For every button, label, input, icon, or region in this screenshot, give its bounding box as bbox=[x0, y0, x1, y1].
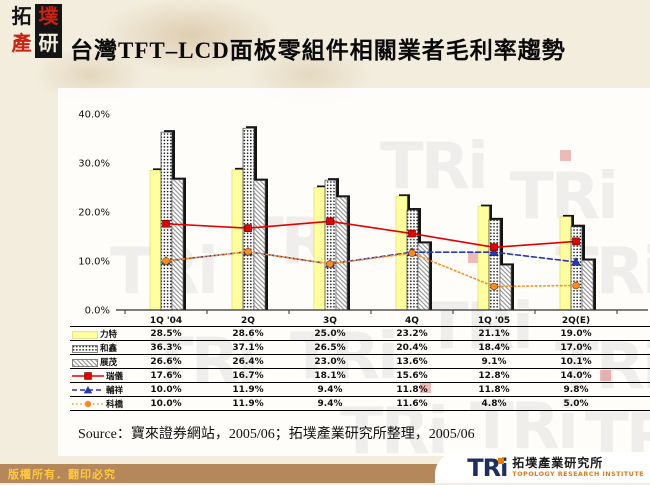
tri-logo-mark: TRi bbox=[467, 456, 508, 480]
table-row: 瑞儀 17.6% 16.7% 18.1% 15.6% 12.8% 14.0% bbox=[70, 368, 650, 382]
svg-text:10.0%: 10.0% bbox=[78, 257, 110, 268]
value-cell: 18.1% bbox=[314, 370, 346, 381]
table-row: 輔祥 10.0% 11.9% 9.4% 11.8% 11.8% 9.8% bbox=[70, 382, 650, 396]
value-cell: 10.1% bbox=[560, 356, 592, 367]
value-cell: 26.4% bbox=[232, 356, 264, 367]
value-cell: 28.5% bbox=[150, 328, 182, 339]
page-title: 台灣TFT–LCD面板零組件相關業者毛利率趨勢 bbox=[70, 38, 566, 63]
svg-text:2Q(E): 2Q(E) bbox=[562, 316, 590, 326]
value-cell: 4.8% bbox=[481, 398, 507, 409]
value-cell: 19.0% bbox=[560, 328, 592, 339]
svg-text:30.0%: 30.0% bbox=[78, 159, 110, 170]
copyright-notice: 版權所有．翻印必究 bbox=[8, 469, 116, 481]
series-name: 和鑫 bbox=[100, 342, 118, 353]
value-cell: 10.0% bbox=[150, 398, 182, 409]
seal-tile: 墣 bbox=[35, 4, 62, 31]
svg-text:40.0%: 40.0% bbox=[78, 110, 110, 121]
value-cell: 9.1% bbox=[481, 356, 507, 367]
legend-swatch-icon bbox=[72, 338, 98, 357]
svg-text:1Q '05: 1Q '05 bbox=[478, 316, 510, 326]
series-name: 展茂 bbox=[100, 356, 118, 367]
value-cell: 14.0% bbox=[560, 370, 592, 381]
series-name: 力特 bbox=[100, 328, 118, 339]
tri-logo: TRi 拓墣產業研究所 TOPOLOGY RESEARCH INSTITUTE bbox=[435, 452, 650, 483]
legend-cell: 瑞儀 bbox=[70, 366, 125, 385]
table-row: 展茂 26.6% 26.4% 23.0% 13.6% 9.1% 10.1% bbox=[70, 354, 650, 368]
source-note: Source：寶來證券網站，2005/06；拓墣產業研究所整理，2005/06 bbox=[78, 427, 475, 442]
value-cell: 23.2% bbox=[396, 328, 428, 339]
legend-cell: 和鑫 bbox=[70, 338, 125, 357]
svg-text:2Q: 2Q bbox=[241, 316, 255, 326]
value-cell: 11.9% bbox=[232, 384, 264, 395]
value-cell: 36.3% bbox=[150, 342, 182, 353]
series-name: 輔祥 bbox=[106, 384, 124, 395]
value-cell: 25.0% bbox=[314, 328, 346, 339]
tri-logo-english: TOPOLOGY RESEARCH INSTITUTE bbox=[512, 470, 644, 478]
svg-text:1Q '04: 1Q '04 bbox=[150, 316, 182, 326]
table-row: 和鑫 36.3% 37.1% 26.5% 20.4% 18.4% 17.0% bbox=[70, 340, 650, 354]
svg-text:0.0%: 0.0% bbox=[85, 306, 110, 317]
value-cell: 26.5% bbox=[314, 342, 346, 353]
value-cell: 10.0% bbox=[150, 384, 182, 395]
value-cell: 11.8% bbox=[478, 384, 510, 395]
svg-text:20.0%: 20.0% bbox=[78, 208, 110, 219]
value-cell: 13.6% bbox=[396, 356, 428, 367]
value-cell: 16.7% bbox=[232, 370, 264, 381]
value-cell: 17.0% bbox=[560, 342, 592, 353]
value-cell: 11.9% bbox=[232, 398, 264, 409]
value-cell: 9.4% bbox=[317, 398, 343, 409]
value-cell: 18.4% bbox=[478, 342, 510, 353]
tri-logo-dot-icon bbox=[498, 457, 505, 464]
value-cell: 15.6% bbox=[396, 370, 428, 381]
legend-swatch-icon bbox=[72, 380, 104, 399]
topology-seal-logo: 拓 墣 產 研 bbox=[8, 4, 62, 58]
tri-logo-chinese: 拓墣產業研究所 bbox=[512, 456, 604, 470]
legend-cell: 展茂 bbox=[70, 352, 125, 371]
series-name: 科橋 bbox=[106, 398, 124, 409]
value-cell: 9.8% bbox=[563, 384, 589, 395]
value-cell: 11.6% bbox=[396, 398, 428, 409]
legend-cell: 力特 bbox=[70, 324, 125, 343]
seal-tile: 拓 bbox=[11, 6, 32, 28]
value-cell: 17.6% bbox=[150, 370, 182, 381]
value-cell: 28.6% bbox=[232, 328, 264, 339]
value-cell: 5.0% bbox=[563, 398, 589, 409]
value-cell: 26.6% bbox=[150, 356, 182, 367]
value-cell: 23.0% bbox=[314, 356, 346, 367]
series-name: 瑞儀 bbox=[106, 370, 124, 381]
value-cell: 12.8% bbox=[478, 370, 510, 381]
legend-swatch-icon bbox=[72, 394, 104, 413]
seal-tile: 產 bbox=[11, 33, 32, 55]
legend-swatch-icon bbox=[72, 366, 104, 385]
value-cell: 20.4% bbox=[396, 342, 428, 353]
svg-text:4Q: 4Q bbox=[405, 316, 419, 326]
legend-swatch-icon bbox=[72, 352, 98, 371]
legend-cell: 科橋 bbox=[70, 394, 125, 413]
data-table: 力特 28.5% 28.6% 25.0% 23.2% 21.1% 19.0% 和鑫 36.3% 3… bbox=[70, 326, 650, 411]
seal-tile: 研 bbox=[35, 31, 62, 58]
table-row: 力特 28.5% 28.6% 25.0% 23.2% 21.1% 19.0% bbox=[70, 326, 650, 340]
value-cell: 21.1% bbox=[478, 328, 510, 339]
legend-cell: 輔祥 bbox=[70, 380, 125, 399]
margin-trend-chart: 40.0% 30.0% 20.0% 10.0% 0.0% 1Q '04 2Q 3Q 4Q 1Q '… bbox=[70, 94, 650, 326]
value-cell: 11.8% bbox=[396, 384, 428, 395]
value-cell: 37.1% bbox=[232, 342, 264, 353]
legend-swatch-icon bbox=[72, 324, 98, 343]
svg-text:3Q: 3Q bbox=[323, 316, 337, 326]
table-row: 科橋 10.0% 11.9% 9.4% 11.6% 4.8% 5.0% bbox=[70, 396, 650, 411]
value-cell: 9.4% bbox=[317, 384, 343, 395]
